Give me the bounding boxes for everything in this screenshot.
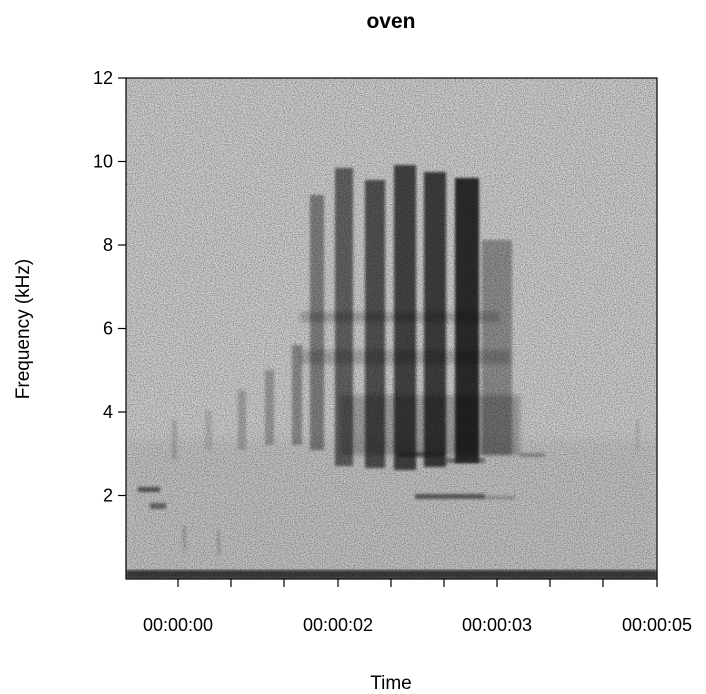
y-tick-label: 6: [103, 319, 113, 339]
y-axis: 2 4 6 8 10 12: [93, 68, 126, 506]
y-tick-label: 4: [103, 402, 113, 422]
y-tick-label: 2: [103, 486, 113, 506]
x-axis: 00:00:00 00:00:02 00:00:03 00:00:05: [143, 579, 692, 635]
x-tick-label: 00:00:03: [462, 615, 532, 635]
x-tick-label: 00:00:05: [622, 615, 692, 635]
y-axis-label: Frequency (kHz): [13, 259, 34, 399]
chart-title: oven: [366, 10, 415, 33]
noise-texture: [126, 78, 657, 579]
y-tick-label: 10: [93, 152, 113, 172]
spectrogram-area: [126, 78, 657, 579]
x-tick-label: 00:00:02: [303, 615, 373, 635]
x-tick-label: 00:00:00: [143, 615, 213, 635]
y-tick-label: 12: [93, 68, 113, 88]
low-band-floor: [126, 570, 657, 579]
y-tick-label: 8: [103, 235, 113, 255]
x-axis-label: Time: [370, 673, 412, 694]
